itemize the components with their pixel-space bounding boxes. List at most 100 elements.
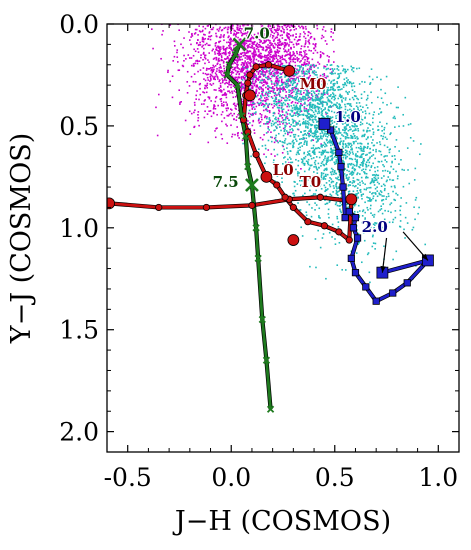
cloud-point — [190, 43, 192, 46]
cloud-point — [272, 161, 275, 164]
cloud-point — [384, 136, 387, 139]
cloud-point — [412, 140, 415, 142]
cloud-point — [244, 53, 246, 55]
cloud-point — [328, 201, 331, 203]
cloud-point — [225, 48, 228, 50]
cloud-point — [321, 237, 324, 239]
cloud-point — [395, 170, 397, 173]
cloud-point — [345, 132, 347, 134]
cloud-point — [316, 181, 319, 183]
cloud-point — [331, 86, 334, 88]
cloud-point — [184, 119, 187, 122]
cloud-point — [265, 67, 268, 70]
cloud-point — [324, 86, 327, 88]
cloud-point — [276, 29, 279, 31]
cloud-point — [263, 133, 265, 136]
cloud-point — [316, 51, 319, 54]
cloud-point — [222, 45, 225, 48]
cloud-point — [374, 170, 377, 173]
cloud-point — [290, 105, 293, 107]
cloud-point — [373, 216, 375, 218]
cloud-point — [333, 187, 335, 189]
cloud-point — [309, 65, 312, 68]
cloud-point — [240, 85, 243, 88]
cloud-point — [274, 98, 277, 100]
cloud-point — [280, 99, 283, 102]
cloud-point — [302, 162, 305, 165]
cloud-point — [255, 77, 258, 79]
cloud-point — [213, 76, 216, 79]
cloud-point — [281, 108, 284, 111]
cloud-point — [402, 113, 404, 116]
cloud-point — [304, 132, 307, 135]
cloud-point — [308, 167, 311, 169]
cloud-point — [271, 43, 274, 45]
cloud-point — [219, 40, 222, 43]
cloud-point — [345, 77, 348, 79]
cloud-point — [289, 53, 291, 55]
cloud-point — [325, 163, 328, 166]
cloud-point — [244, 65, 247, 68]
cloud-point — [310, 164, 313, 167]
cloud-point — [344, 108, 347, 111]
cloud-point — [262, 68, 265, 70]
cloud-point — [280, 62, 283, 65]
cloud-point — [330, 35, 332, 38]
cloud-point — [237, 132, 239, 134]
cloud-point — [301, 25, 303, 28]
cloud-point — [295, 71, 298, 73]
cloud-point — [331, 223, 334, 226]
cloud-point — [321, 96, 324, 99]
cloud-point — [250, 61, 253, 63]
cloud-point — [215, 32, 217, 35]
cloud-point — [250, 46, 253, 49]
cloud-point — [288, 96, 290, 98]
cloud-point — [302, 99, 304, 101]
cloud-point — [349, 103, 352, 105]
cloud-point — [315, 64, 317, 67]
cloud-point — [253, 54, 256, 57]
cloud-point — [219, 86, 222, 88]
cloud-point — [315, 266, 317, 269]
cloud-point — [325, 194, 328, 197]
cloud-point — [221, 29, 224, 31]
cloud-point — [348, 82, 351, 85]
cloud-point — [311, 97, 314, 100]
cloud-point — [287, 102, 289, 105]
cloud-point — [276, 69, 279, 72]
cloud-point — [270, 29, 273, 32]
cloud-point — [264, 108, 267, 111]
cloud-point — [275, 98, 278, 100]
cloud-point — [297, 113, 299, 115]
cloud-point — [219, 48, 222, 50]
point-blue — [372, 297, 380, 305]
cloud-point — [383, 165, 385, 168]
cloud-point — [357, 106, 359, 109]
cloud-point — [263, 39, 266, 41]
cloud-point — [267, 24, 270, 26]
cloud-point — [266, 110, 269, 113]
cloud-point — [308, 113, 311, 115]
cloud-point — [228, 39, 231, 41]
cloud-point — [326, 136, 329, 138]
cloud-point — [290, 102, 293, 104]
cloud-point — [270, 122, 273, 125]
cloud-point — [283, 46, 286, 48]
cloud-point — [269, 73, 272, 76]
cloud-point — [256, 42, 259, 45]
cloud-point — [265, 30, 268, 33]
cloud-point — [249, 39, 251, 42]
cloud-point — [252, 47, 254, 49]
cloud-point — [304, 40, 307, 42]
cloud-point — [359, 184, 361, 187]
cloud-point — [362, 193, 365, 195]
cloud-point — [283, 41, 286, 44]
cloud-point — [302, 69, 304, 71]
cloud-point — [285, 96, 287, 99]
cloud-point — [295, 42, 298, 45]
cloud-point — [358, 165, 360, 168]
cloud-point — [205, 69, 208, 71]
cloud-point — [361, 180, 363, 182]
cloud-point — [190, 75, 193, 78]
cloud-point — [329, 193, 332, 196]
